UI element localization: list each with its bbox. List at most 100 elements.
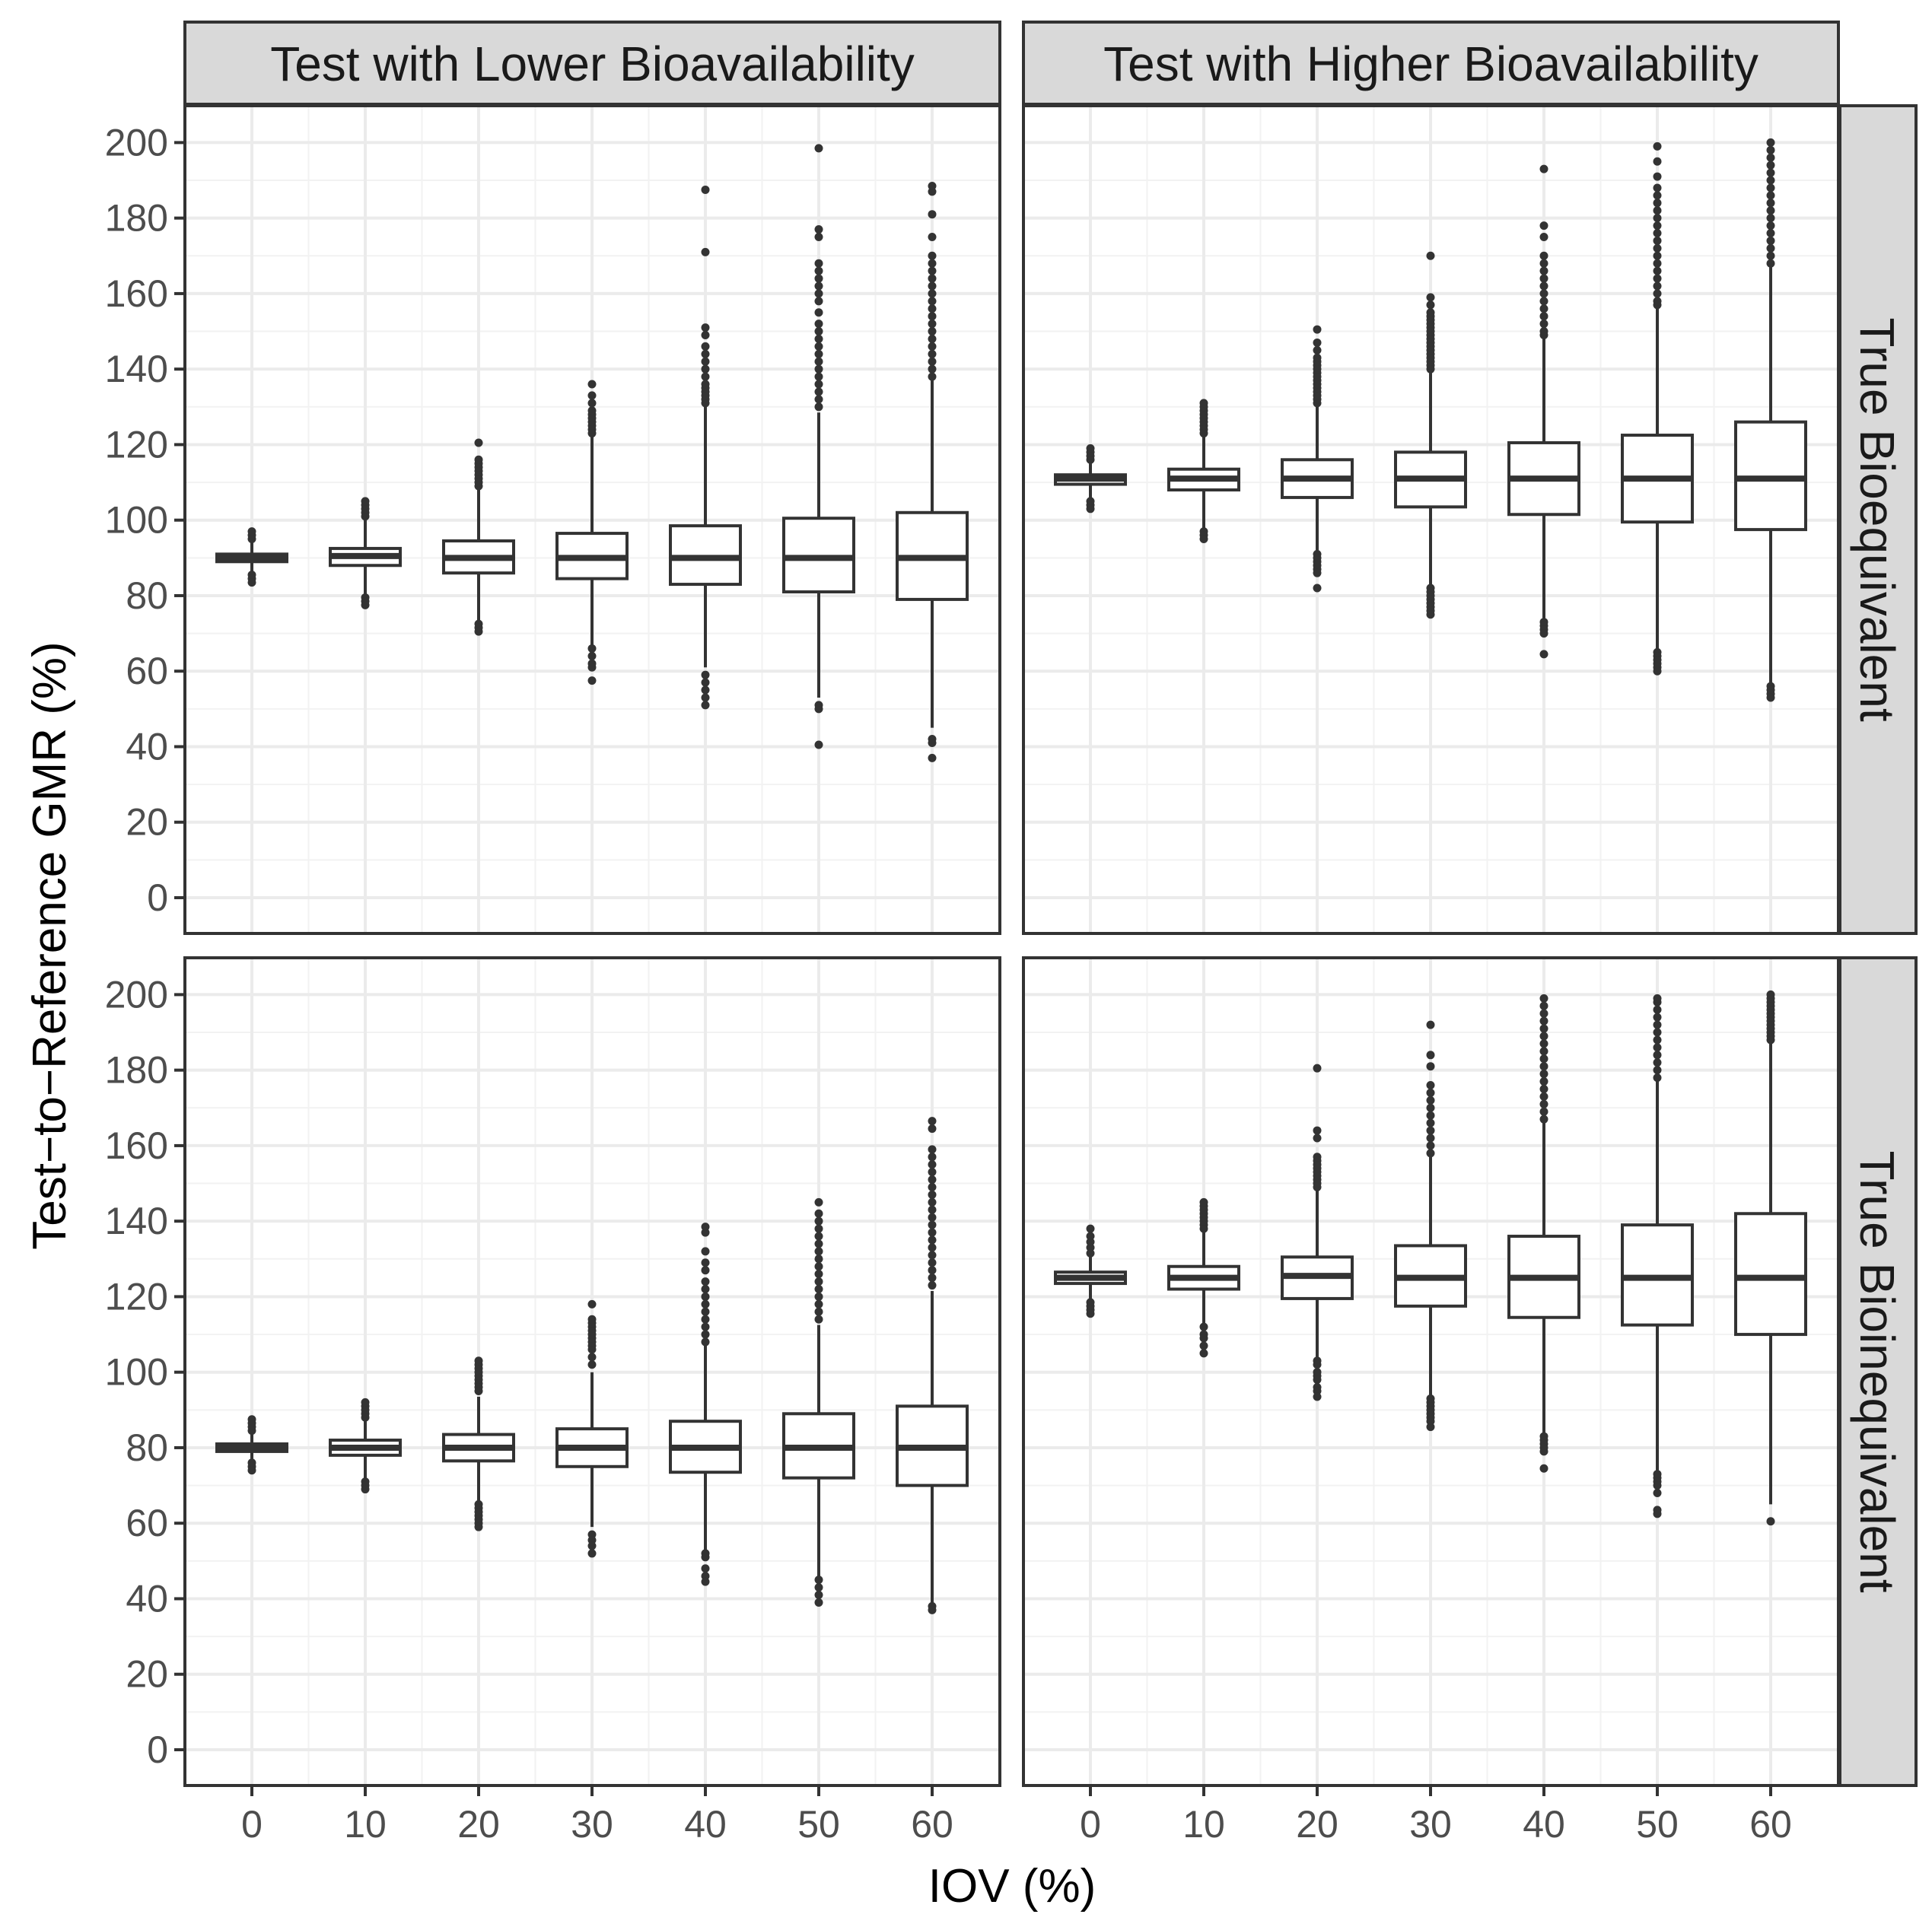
- outlier-point: [1539, 232, 1548, 241]
- boxplot-iov-30: [555, 1299, 629, 1558]
- outlier-point: [1426, 1141, 1435, 1150]
- x-tick-label: 60: [1749, 1803, 1792, 1846]
- outlier-point: [701, 1299, 710, 1309]
- outlier-point: [814, 1262, 823, 1271]
- x-tick-label: 40: [684, 1803, 727, 1846]
- boxplot-iov-10: [1167, 1197, 1240, 1358]
- outlier-point: [1539, 994, 1548, 1003]
- outlier-point: [1653, 1509, 1662, 1518]
- y-tick-label: 140: [105, 1200, 168, 1242]
- outlier-point: [814, 274, 823, 283]
- outlier-point: [814, 1583, 823, 1592]
- outlier-point: [1653, 206, 1662, 215]
- outlier-point: [928, 1117, 937, 1126]
- outlier-point: [928, 1251, 937, 1260]
- outlier-point: [1539, 281, 1548, 291]
- outlier-point: [928, 1124, 937, 1134]
- outlier-point: [1426, 308, 1435, 317]
- outlier-point: [1653, 1028, 1662, 1037]
- outlier-point: [928, 251, 937, 260]
- outlier-point: [1653, 1035, 1662, 1045]
- y-tick-label: 100: [105, 499, 168, 542]
- outlier-point: [1199, 399, 1208, 408]
- outlier-point: [361, 1485, 370, 1494]
- outlier-point: [814, 1197, 823, 1207]
- outlier-point: [928, 266, 937, 275]
- outlier-point: [1766, 259, 1775, 268]
- outlier-point: [928, 364, 937, 374]
- outlier-point: [1539, 1070, 1548, 1079]
- outlier-point: [928, 1228, 937, 1237]
- outlier-point: [1539, 629, 1548, 638]
- outlier-point: [701, 1330, 710, 1339]
- y-tick-label: 0: [147, 1728, 168, 1771]
- outlier-point: [928, 1160, 937, 1169]
- y-tick-label: 180: [105, 1049, 168, 1092]
- outlier-point: [701, 331, 710, 340]
- outlier-point: [701, 1337, 710, 1347]
- outlier-point: [1539, 1077, 1548, 1086]
- x-tick-label: 20: [1296, 1803, 1338, 1846]
- outlier-point: [1766, 176, 1775, 185]
- strip-label-lower-bioavailability: Test with Lower Bioavailability: [270, 37, 915, 91]
- x-tick-label: 10: [344, 1803, 387, 1846]
- outlier-point: [1766, 243, 1775, 253]
- strip-right-top: [1838, 104, 1918, 935]
- outlier-point: [928, 739, 937, 748]
- outlier-point: [701, 678, 710, 687]
- outlier-point: [928, 1153, 937, 1162]
- outlier-point: [1426, 1095, 1435, 1105]
- outlier-point: [814, 349, 823, 358]
- outlier-point: [928, 232, 937, 241]
- outlier-point: [814, 1307, 823, 1316]
- outlier-point: [1313, 1126, 1322, 1135]
- outlier-point: [474, 627, 483, 636]
- outlier-point: [814, 1576, 823, 1585]
- outlier-point: [814, 232, 823, 241]
- y-tick-label: 20: [126, 801, 168, 844]
- outlier-point: [928, 1175, 937, 1185]
- outlier-point: [814, 364, 823, 374]
- outlier-point: [1653, 191, 1662, 200]
- strips-right: True Bioequivalent True Bioinequivalent: [1838, 104, 1918, 1787]
- outlier-point: [1539, 289, 1548, 298]
- outlier-point: [1766, 236, 1775, 245]
- outlier-point: [928, 181, 937, 190]
- outlier-point: [814, 1591, 823, 1600]
- y-tick-label: 160: [105, 272, 168, 315]
- outlier-point: [928, 372, 937, 381]
- outlier-point: [1539, 650, 1548, 659]
- panels-layer: [183, 104, 1840, 1787]
- outlier-point: [928, 342, 937, 351]
- outlier-point: [1313, 353, 1322, 362]
- outlier-point: [814, 704, 823, 714]
- outlier-point: [1426, 1020, 1435, 1029]
- outlier-point: [701, 372, 710, 381]
- outlier-point: [1539, 1024, 1548, 1033]
- outlier-point: [701, 1577, 710, 1586]
- outlier-point: [1653, 243, 1662, 253]
- strip-label-true-bioequivalent: True Bioequivalent: [1850, 317, 1905, 722]
- outlier-point: [701, 1266, 710, 1275]
- outlier-point: [814, 1277, 823, 1286]
- outlier-point: [1539, 304, 1548, 313]
- outlier-point: [701, 185, 710, 194]
- outlier-point: [587, 676, 597, 685]
- outlier-point: [814, 1292, 823, 1301]
- outlier-point: [814, 372, 823, 381]
- outlier-point: [474, 1356, 483, 1366]
- outlier-point: [247, 527, 256, 536]
- boxplot-iov-60: [1734, 990, 1807, 1526]
- outlier-point: [1313, 338, 1322, 347]
- outlier-point: [1539, 164, 1548, 173]
- outlier-point: [1086, 444, 1095, 453]
- y-tick-label: 80: [126, 574, 168, 617]
- outlier-point: [1199, 1334, 1208, 1343]
- strip-top-right: [1022, 21, 1840, 106]
- outlier-point: [1313, 345, 1322, 355]
- outlier-point: [1653, 1020, 1662, 1029]
- boxplot-iov-40: [1507, 994, 1580, 1473]
- outlier-point: [1653, 236, 1662, 245]
- outlier-point: [1539, 1054, 1548, 1064]
- outlier-point: [1653, 199, 1662, 208]
